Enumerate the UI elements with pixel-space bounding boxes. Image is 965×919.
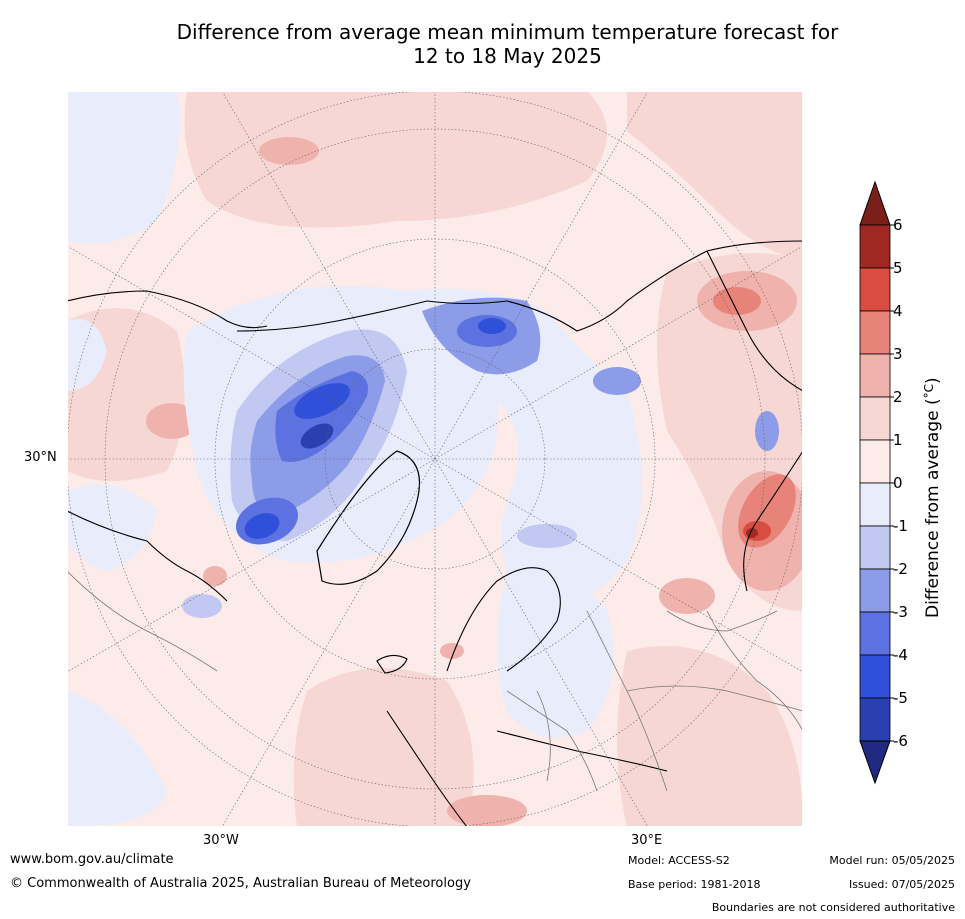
colorbar-segment bbox=[859, 525, 891, 570]
cool-region-europe bbox=[497, 569, 614, 738]
colorbar-tick-label: 0 bbox=[893, 474, 903, 492]
polar-temperature-anomaly-map bbox=[67, 91, 803, 827]
cold-core-hudson-inner bbox=[244, 513, 280, 539]
greenland-outline bbox=[316, 450, 421, 585]
map-title: Difference from average mean minimum tem… bbox=[60, 20, 955, 68]
warm-patch-alaska bbox=[203, 566, 227, 586]
graticule bbox=[67, 91, 803, 827]
cold-patch-scandinavia bbox=[517, 524, 577, 548]
coast-scandinavia bbox=[446, 567, 561, 672]
title-line-1: Difference from average mean minimum tem… bbox=[176, 20, 839, 44]
colorbar-tick-label: -5 bbox=[893, 689, 908, 707]
warm-region-north-pacific bbox=[184, 91, 607, 228]
footer-model-run: Model run: 05/05/2025 bbox=[829, 854, 955, 867]
footer-base-period: Base period: 1981-2018 bbox=[628, 878, 761, 891]
colorbar-segment bbox=[859, 439, 891, 484]
colorbar-tick-label: 5 bbox=[893, 259, 903, 277]
cold-patch-russia bbox=[593, 367, 641, 395]
coast-alaska bbox=[67, 290, 268, 329]
colorbar-segment bbox=[859, 396, 891, 441]
colorbar-ticks: 6 5 4 3 2 1 0 -1 -2 -3 -4 -5 -6 bbox=[890, 216, 908, 750]
border-mongolia bbox=[666, 610, 778, 632]
colorbar-tick-label: 1 bbox=[893, 431, 903, 449]
country-borders bbox=[67, 570, 803, 792]
border-europe-a bbox=[506, 690, 598, 792]
map-frame bbox=[67, 91, 803, 827]
footer-issued: Issued: 07/05/2025 bbox=[848, 878, 955, 891]
warm-patch-west bbox=[146, 403, 198, 439]
colorbar-title: Difference from average (°C) bbox=[922, 377, 943, 618]
colorbar-segment bbox=[859, 697, 891, 742]
cool-region-west-strip bbox=[67, 319, 107, 391]
cool-region-northwest bbox=[67, 91, 180, 244]
coast-europe-south bbox=[496, 730, 668, 772]
colorbar: 6 5 4 3 2 1 0 -1 -2 -3 -4 -5 -6 bbox=[859, 180, 908, 785]
colorbar-under-extension bbox=[859, 740, 891, 785]
border-russia-south bbox=[626, 685, 803, 712]
warm-patch-atlantic bbox=[447, 795, 527, 827]
colorbar-segments bbox=[859, 180, 891, 785]
cold-patch-pacific bbox=[182, 594, 222, 618]
colorbar-segment bbox=[859, 654, 891, 699]
colorbar-segment bbox=[859, 568, 891, 613]
colorbar-segment bbox=[859, 353, 891, 398]
colorbar-title-prefix: Difference from average ( bbox=[923, 398, 943, 618]
warm-patch-europe-east bbox=[659, 578, 715, 614]
colorbar-tick-label: -1 bbox=[893, 517, 908, 535]
colorbar-tick-label: -4 bbox=[893, 646, 908, 664]
colorbar-segment bbox=[859, 611, 891, 656]
title-line-2: 12 to 18 May 2025 bbox=[413, 44, 602, 68]
border-china bbox=[706, 610, 803, 732]
colorbar-segment bbox=[859, 482, 891, 527]
colorbar-tick-label: 2 bbox=[893, 388, 903, 406]
latitude-label-30n: 30°N bbox=[24, 450, 57, 465]
coastlines bbox=[67, 240, 803, 827]
cold-patch-east bbox=[755, 411, 779, 451]
coast-siberia-east bbox=[706, 250, 803, 392]
colorbar-title-text: Difference from average (°C) bbox=[922, 377, 943, 618]
coast-arctic-ocean-west bbox=[236, 300, 428, 332]
coast-iceland bbox=[376, 654, 408, 674]
cool-region-southwest bbox=[67, 691, 167, 827]
colorbar-tick-label: -3 bbox=[893, 603, 908, 621]
warm-patch-scandinavia bbox=[440, 643, 464, 659]
colorbar-tick-label: 6 bbox=[893, 216, 903, 234]
cold-core-canada-b bbox=[300, 423, 334, 449]
colorbar-segment bbox=[859, 310, 891, 355]
cold-core-canada-a bbox=[294, 383, 350, 419]
cold-core-siberia-arctic-2 bbox=[478, 318, 506, 334]
coast-siberia-north bbox=[426, 240, 803, 332]
footer-copyright: © Commonwealth of Australia 2025, Austra… bbox=[10, 876, 471, 891]
colorbar-title-suffix: ) bbox=[923, 377, 943, 384]
warm-region-atlantic bbox=[293, 668, 474, 827]
border-canada-us bbox=[67, 570, 218, 672]
coast-asia-east bbox=[743, 450, 803, 592]
cool-region-russia bbox=[407, 288, 642, 611]
footer-url[interactable]: www.bom.gov.au/climate bbox=[10, 852, 174, 867]
warm-region-siberia-north bbox=[627, 91, 803, 261]
colorbar-tick-label: -6 bbox=[893, 732, 908, 750]
colorbar-tick-label: -2 bbox=[893, 560, 908, 578]
warm-patch-pacific bbox=[259, 137, 319, 165]
warm-patch-siberia-core bbox=[713, 287, 761, 315]
latitude-circle-80 bbox=[324, 348, 546, 570]
footer-model: Model: ACCESS-S2 bbox=[628, 854, 730, 867]
colorbar-tick-label: 3 bbox=[893, 345, 903, 363]
longitude-label-30e: 30°E bbox=[631, 833, 663, 848]
colorbar-title-unit: °C bbox=[922, 384, 936, 398]
coast-europe-west bbox=[386, 710, 468, 827]
colorbar-segment bbox=[859, 224, 891, 269]
colorbar-tick-label: 4 bbox=[893, 302, 903, 320]
border-europe-b bbox=[536, 690, 551, 782]
coast-canada-west bbox=[67, 510, 228, 602]
colorbar-over-extension bbox=[859, 180, 891, 226]
colorbar-segment bbox=[859, 267, 891, 312]
footer-disclaimer: Boundaries are not considered authoritat… bbox=[711, 901, 955, 914]
longitude-label-30w: 30°W bbox=[203, 833, 239, 848]
